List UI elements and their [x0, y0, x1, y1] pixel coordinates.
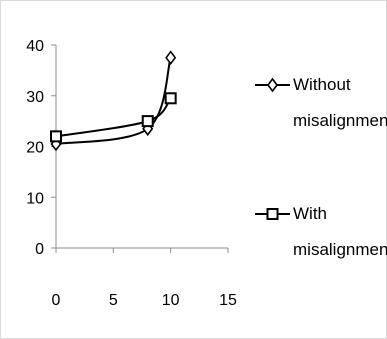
data-point-with-misalignment [164, 92, 177, 105]
data-point-with-misalignment [50, 130, 62, 143]
data-point-without-misalignment [165, 50, 177, 66]
x-tick-label: 0 [52, 292, 61, 309]
x-tick-label: 5 [109, 292, 118, 309]
y-tick-label: 30 [26, 89, 44, 106]
series-layer [50, 50, 177, 152]
x-axis-ticks: 0 5 10 15 [52, 248, 237, 309]
series-line-without-misalignment [55, 57, 172, 145]
data-point-with-misalignment [141, 115, 154, 128]
y-axis-ticks: 0 10 20 30 40 [26, 38, 56, 258]
legend: Without misalignment With misalignment [255, 75, 387, 259]
axes [55, 45, 228, 249]
legend-item-with-misalignment: With misalignment [255, 204, 387, 259]
y-tick-label: 20 [26, 140, 44, 157]
y-tick-label: 10 [26, 190, 44, 207]
y-tick-label: 0 [35, 241, 44, 258]
legend-diamond-marker [267, 77, 278, 93]
x-tick-label: 10 [162, 292, 180, 309]
legend-label-line2: misalignment [293, 111, 387, 130]
y-tick-label: 40 [26, 38, 44, 55]
legend-item-without-misalignment: Without misalignment [255, 75, 387, 130]
legend-label-line1: Without [293, 75, 351, 94]
legend-label-line2: misalignment [293, 240, 387, 259]
legend-label-line1: With [293, 204, 327, 223]
legend-square-marker [266, 208, 279, 220]
x-tick-label: 15 [219, 292, 237, 309]
